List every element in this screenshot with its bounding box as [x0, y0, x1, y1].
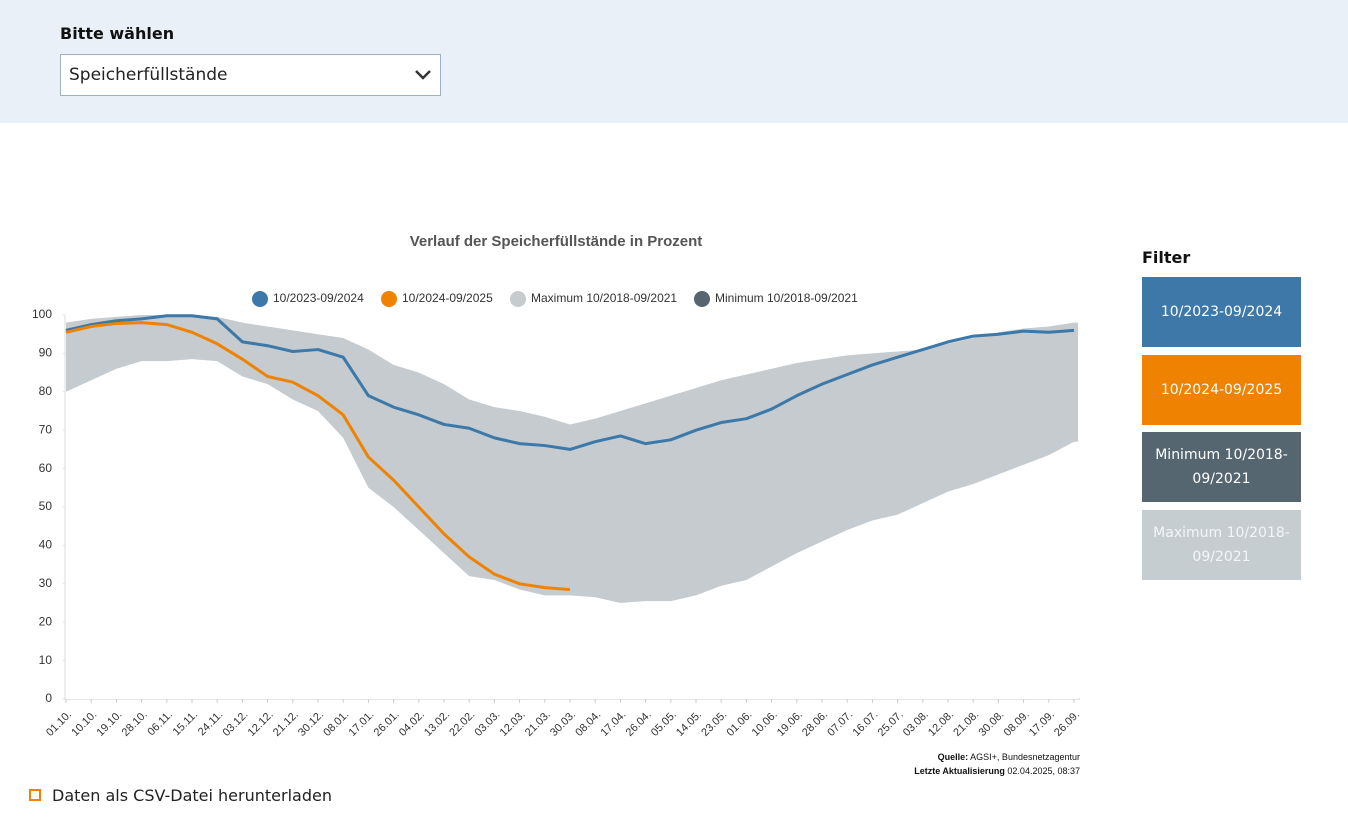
x-tick-label: 14.05.: [674, 709, 704, 739]
legend-label: Maximum 10/2018-09/2021: [531, 291, 677, 305]
x-tick-label: 19.10.: [94, 709, 124, 739]
x-tick-label: 10.06.: [750, 709, 780, 739]
line: [65, 321, 571, 592]
y-tick-label: 50: [39, 499, 53, 513]
legend-marker: [252, 291, 268, 307]
legend-label: Minimum 10/2018-09/2021: [715, 291, 858, 305]
x-tick-label: 10.10.: [69, 709, 99, 739]
x-tick-label: 24.11.: [196, 709, 226, 739]
area: [66, 359, 1078, 699]
x-tick-label: 22.02.: [447, 709, 477, 739]
y-tick-label: 30: [39, 576, 53, 590]
select-label: Bitte wählen: [60, 24, 175, 43]
x-tick-label: 21.12.: [271, 709, 301, 739]
filter-title: Filter: [1142, 248, 1191, 267]
x-tick-label: 15.11.: [171, 709, 201, 739]
updated-text: 02.04.2025, 08:37: [1007, 766, 1080, 776]
x-tick-label: 30.08.: [976, 709, 1006, 739]
legend-label: 10/2023-09/2024: [273, 291, 364, 305]
download-link[interactable]: Daten als CSV-Datei herunterladen: [52, 786, 332, 805]
x-tick-label: 21.08.: [951, 709, 981, 739]
x-tick-label: 12.03.: [498, 709, 528, 739]
updated-label: Letzte Aktualisierung: [914, 766, 1005, 776]
select-value: Speicherfüllstände: [69, 65, 228, 85]
updated: Letzte Aktualisierung 02.04.2025, 08:37: [914, 766, 1080, 776]
x-tick-label: 03.08.: [901, 709, 931, 739]
x-tick-label: 08.04.: [573, 709, 603, 739]
filter-button[interactable]: Minimum 10/2018-09/2021: [1142, 432, 1301, 502]
source-label: Quelle:: [938, 752, 969, 762]
x-tick-label: 12.12.: [246, 709, 276, 739]
x-tick-label: 03.12.: [220, 709, 250, 739]
select[interactable]: Speicherfüllstände: [60, 54, 441, 96]
x-tick-label: 25.07.: [876, 709, 906, 739]
source-text: AGSI+, Bundesnetzagentur: [970, 752, 1080, 762]
legend-marker: [694, 291, 710, 307]
x-tick-label: 05.05.: [649, 709, 679, 739]
x-tick-label: 12.08.: [926, 709, 956, 739]
x-tick-label: 17.01.: [346, 709, 376, 739]
filter-button[interactable]: Maximum 10/2018-09/2021: [1142, 510, 1301, 580]
x-tick-label: 04.02.: [397, 709, 427, 739]
x-tick-label: 06.11.: [145, 709, 175, 739]
y-tick-label: 60: [39, 461, 53, 475]
x-tick-label: 19.06.: [775, 709, 805, 739]
legend-marker: [381, 291, 397, 307]
y-tick-label: 100: [32, 307, 52, 321]
source: Quelle: AGSI+, Bundesnetzagentur: [938, 752, 1080, 762]
y-tick-label: 0: [45, 691, 52, 705]
filter-button[interactable]: 10/2024-09/2025: [1142, 355, 1301, 425]
line: [65, 314, 1075, 451]
y-tick-label: 80: [39, 384, 53, 398]
x-tick-label: 26.04.: [624, 709, 654, 739]
x-tick-label: 07.07.: [825, 709, 855, 739]
x-tick-label: 30.12.: [296, 709, 326, 739]
csv-icon: [29, 789, 41, 801]
x-tick-label: 30.03.: [548, 709, 578, 739]
x-tick-label: 17.04.: [598, 709, 628, 739]
x-tick-label: 08.09.: [1002, 709, 1032, 739]
x-tick-label: 17.09.: [1027, 709, 1057, 739]
x-tick-label: 26.09.: [1052, 709, 1082, 739]
x-tick-label: 23.05.: [699, 709, 729, 739]
y-tick-label: 20: [39, 614, 53, 628]
x-tick-label: 01.06.: [724, 709, 754, 739]
x-tick-label: 21.03.: [523, 709, 553, 739]
y-tick-label: 40: [39, 538, 53, 552]
chart-title: Verlauf der Speicherfüllstände in Prozen…: [410, 233, 703, 250]
x-tick-label: 01.10.: [44, 709, 74, 739]
x-tick-label: 08.01.: [321, 709, 351, 739]
x-tick-label: 16.07.: [850, 709, 880, 739]
legend-marker: [510, 291, 526, 307]
legend-label: 10/2024-09/2025: [402, 291, 493, 305]
y-tick-label: 90: [39, 346, 53, 360]
filter-button[interactable]: 10/2023-09/2024: [1142, 277, 1301, 347]
x-tick-label: 13.02.: [422, 709, 452, 739]
x-tick-label: 28.10.: [120, 709, 150, 739]
chart: Verlauf der Speicherfüllstände in Prozen…: [32, 233, 1082, 776]
x-tick-label: 03.03.: [472, 709, 502, 739]
y-tick-label: 10: [39, 653, 53, 667]
x-tick-label: 28.06.: [800, 709, 830, 739]
y-tick-label: 70: [39, 422, 53, 436]
x-tick-label: 26.01.: [372, 709, 402, 739]
chevron: [415, 70, 431, 80]
